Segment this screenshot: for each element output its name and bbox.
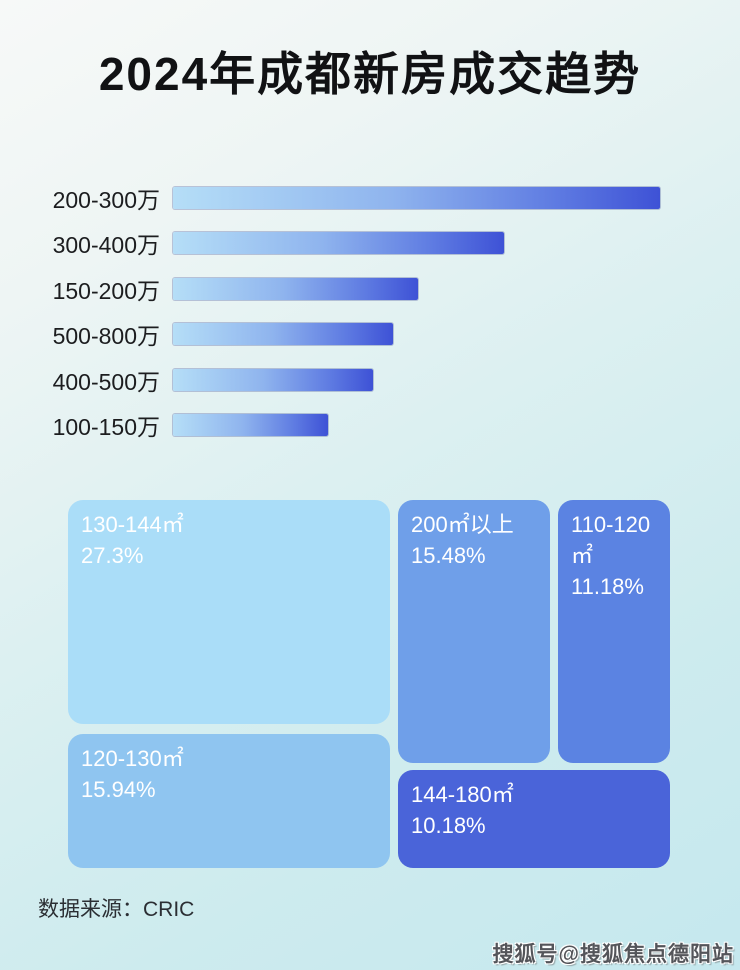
tile-value: 27.3% xyxy=(81,543,144,568)
bar-track xyxy=(173,323,710,346)
bar-track xyxy=(173,186,710,209)
bar-row-400-500: 400-500万 xyxy=(30,357,710,403)
tile-value: 15.48% xyxy=(411,543,486,568)
tile-label: 200㎡以上 xyxy=(411,512,514,537)
bar-row-100-150: 100-150万 xyxy=(30,403,710,449)
tile-label: 144-180㎡ xyxy=(411,782,514,807)
bar-row-150-200: 150-200万 xyxy=(30,266,710,312)
bar-track xyxy=(173,414,710,437)
tile-value: 15.94% xyxy=(81,777,156,802)
bar-500-800 xyxy=(173,323,394,346)
bar-row-300-400: 300-400万 xyxy=(30,221,710,267)
page-title: 2024年成都新房成交趋势 xyxy=(98,48,642,100)
bar-category-label: 500-800万 xyxy=(52,323,160,350)
bar-category-label: 150-200万 xyxy=(52,277,160,304)
bar-row-500-800: 500-800万 xyxy=(30,312,710,358)
treemap-tile-130-144: 130-144㎡ 27.3% xyxy=(68,500,390,724)
treemap-tile-120-130: 120-130㎡ 15.94% xyxy=(68,734,390,868)
watermark: 搜狐号@搜狐焦点德阳站 xyxy=(492,943,734,966)
treemap-tile-200-plus: 200㎡以上 15.48% xyxy=(398,500,550,763)
bar-category-label: 400-500万 xyxy=(52,368,160,395)
bar-150-200 xyxy=(173,277,418,300)
treemap-tile-110-120: 110-120㎡ 11.18% xyxy=(558,500,670,763)
bar-track xyxy=(173,277,710,300)
bar-100-150 xyxy=(173,414,328,437)
bar-category-label: 200-300万 xyxy=(52,186,160,213)
bar-category-label: 100-150万 xyxy=(52,414,160,441)
bar-category-label: 300-400万 xyxy=(52,232,160,259)
bar-track xyxy=(173,368,710,391)
tile-label: 110-120㎡ xyxy=(571,512,651,568)
bar-300-400 xyxy=(173,232,505,255)
data-source-note: 数据来源：CRIC xyxy=(38,898,195,921)
bar-200-300 xyxy=(173,186,660,209)
bar-row-200-300: 200-300万 xyxy=(30,175,710,221)
tile-value: 11.18% xyxy=(571,574,644,599)
price-range-bar-chart: 200-300万 300-400万 150-200万 500-800万 400-… xyxy=(30,175,710,448)
tile-label: 130-144㎡ xyxy=(81,512,184,537)
tile-label: 120-130㎡ xyxy=(81,746,184,771)
tile-value: 10.18% xyxy=(411,813,486,838)
bar-track xyxy=(173,232,710,255)
bar-400-500 xyxy=(173,368,374,391)
treemap-tile-144-180: 144-180㎡ 10.18% xyxy=(398,770,670,868)
